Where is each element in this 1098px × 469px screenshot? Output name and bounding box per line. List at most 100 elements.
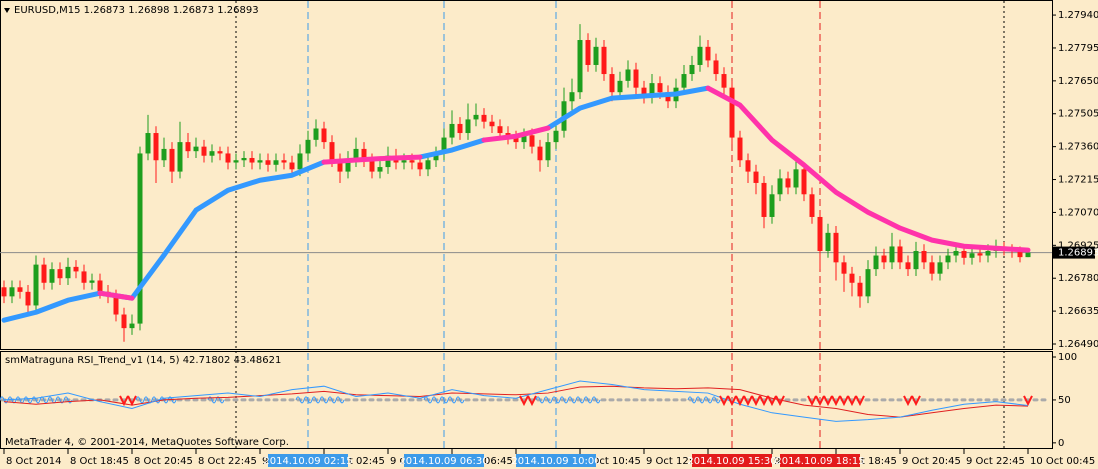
candle-body: [377, 167, 383, 172]
wave-marker: [423, 396, 433, 404]
wave-marker: [439, 396, 449, 404]
candle-body: [681, 74, 687, 88]
candle-body: [65, 266, 71, 279]
x-tick-label: 9 Oct 10:45: [582, 456, 641, 467]
time-marker-box: [268, 454, 348, 467]
footer: MetaTrader 4, © 2001-2014, MetaQuotes So…: [5, 437, 289, 448]
candle-body: [529, 135, 535, 147]
y-tick-label: 1.27215: [1058, 175, 1098, 186]
candle-body: [161, 148, 167, 161]
candle-body: [457, 123, 463, 134]
candle-body: [929, 262, 935, 274]
candle-body: [1025, 252, 1031, 258]
candle-body: [129, 323, 135, 329]
signal-arrow: [751, 395, 761, 407]
wave-marker: [687, 396, 697, 404]
candle-body: [153, 133, 159, 161]
candle-body: [617, 80, 623, 93]
candle-body: [865, 269, 871, 297]
candle-body: [1, 287, 7, 297]
moving-average: [1, 159, 327, 323]
candle-body: [905, 262, 911, 270]
time-marker-label: 2014.10.09 15:30: [687, 456, 776, 467]
signal-arrow: [767, 395, 777, 407]
y-tick-label: 1.27650: [1058, 76, 1098, 87]
candle-body: [241, 157, 247, 161]
wave-marker: [31, 396, 41, 404]
candle-body: [473, 114, 479, 120]
candle-body: [577, 40, 583, 93]
candle-body: [689, 64, 695, 75]
wave-marker: [327, 396, 337, 404]
candle-body: [889, 246, 895, 263]
candle-body: [1017, 250, 1023, 258]
indicator-line: [3, 380, 1029, 422]
moving-average: [481, 125, 551, 143]
candle-body: [289, 162, 295, 170]
candle-body: [761, 182, 767, 217]
candle-body: [49, 269, 55, 283]
signal-arrow: [823, 395, 833, 407]
moving-average: [417, 137, 487, 160]
wave-marker: [455, 396, 465, 404]
indicator-line: [3, 385, 1029, 418]
candle-body: [225, 153, 231, 163]
wave-marker: [23, 396, 33, 404]
candle-body: [545, 142, 551, 161]
wave-marker: [295, 396, 305, 404]
wave-marker: [15, 396, 25, 404]
candle-body: [17, 287, 23, 292]
candle-body: [361, 148, 367, 161]
candle-body: [425, 160, 431, 170]
candle-body: [649, 83, 655, 97]
candle-body: [705, 46, 711, 61]
candle-body: [713, 60, 719, 75]
candle-body: [233, 160, 239, 163]
candle-body: [217, 151, 223, 154]
candle-body: [913, 250, 919, 270]
x-tick-label: 9 Oct 02:45: [326, 456, 385, 467]
candle-body: [833, 232, 839, 263]
candle-body: [409, 160, 415, 163]
candle-body: [825, 232, 831, 251]
x-tick-label: 9 Oct 18:45: [838, 456, 897, 467]
candle-body: [481, 114, 487, 122]
signal-arrow: [775, 395, 785, 407]
candle-body: [969, 253, 975, 258]
y-tick-label: 1.26490: [1058, 339, 1098, 350]
wave-marker: [303, 396, 313, 404]
candle-body: [265, 160, 271, 165]
signal-arrow: [839, 395, 849, 407]
candle-body: [585, 40, 591, 65]
wave-marker: [319, 396, 329, 404]
y-tick-label: 1.27795: [1058, 43, 1098, 54]
x-tick-label: 9 Oct 12:45: [646, 456, 705, 467]
wave-marker: [711, 396, 721, 404]
candle-body: [305, 139, 311, 154]
candle-body: [809, 194, 815, 217]
candle-body: [513, 137, 519, 143]
wave-marker: [567, 396, 577, 404]
price-label-box: [1053, 246, 1095, 259]
moving-average: [321, 154, 423, 165]
y-tick-label: 1.26925: [1058, 240, 1098, 251]
candle-body: [89, 280, 95, 283]
y-tick-label: 1.27505: [1058, 109, 1098, 120]
wave-marker: [551, 396, 561, 404]
signal-arrow: [855, 395, 865, 407]
candle-body: [345, 160, 351, 172]
wave-marker: [695, 396, 705, 404]
signal-arrow: [903, 395, 913, 407]
candle-body: [537, 146, 543, 161]
candle-body: [137, 153, 143, 324]
wave-marker: [431, 396, 441, 404]
candle-body: [793, 169, 799, 188]
candle-body: [113, 296, 119, 315]
candle-body: [401, 160, 407, 163]
signal-arrow: [1023, 395, 1033, 407]
wave-marker: [543, 396, 553, 404]
candle-body: [201, 146, 207, 156]
candle-body: [281, 160, 287, 163]
candle-body: [41, 264, 47, 283]
candle-body: [121, 314, 127, 329]
